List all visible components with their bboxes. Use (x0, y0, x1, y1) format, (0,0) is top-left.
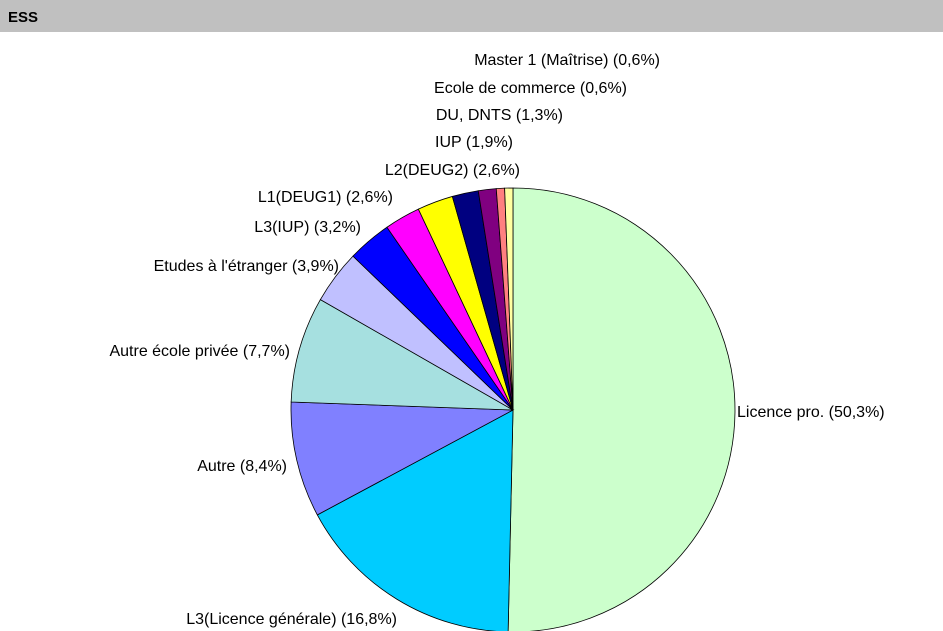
pie-slice (290, 299, 514, 411)
pie-slice (507, 187, 736, 631)
slice-label: L3(IUP) (3,2%) (254, 219, 361, 236)
pie-slice (290, 401, 515, 516)
pie-slice (316, 409, 514, 631)
slice-label: Ecole de commerce (0,6%) (434, 80, 627, 97)
slice-label: Master 1 (Maîtrise) (0,6%) (474, 52, 660, 69)
slice-label: Etudes à l'étranger (3,9%) (154, 258, 339, 275)
slice-label: Autre école privée (7,7%) (109, 343, 290, 360)
slice-label: DU, DNTS (1,3%) (436, 107, 563, 124)
slice-label: IUP (1,9%) (435, 134, 513, 151)
slice-label: L1(DEUG1) (2,6%) (258, 189, 393, 206)
slice-label: L3(Licence générale) (16,8%) (186, 611, 397, 628)
slice-label: Autre (8,4%) (197, 458, 287, 475)
slice-label: L2(DEUG2) (2,6%) (385, 162, 520, 179)
header-title: ESS (8, 9, 38, 26)
header-bar (0, 0, 943, 32)
pie-slice (504, 187, 514, 411)
slice-label: Licence pro. (50,3%) (737, 404, 885, 421)
